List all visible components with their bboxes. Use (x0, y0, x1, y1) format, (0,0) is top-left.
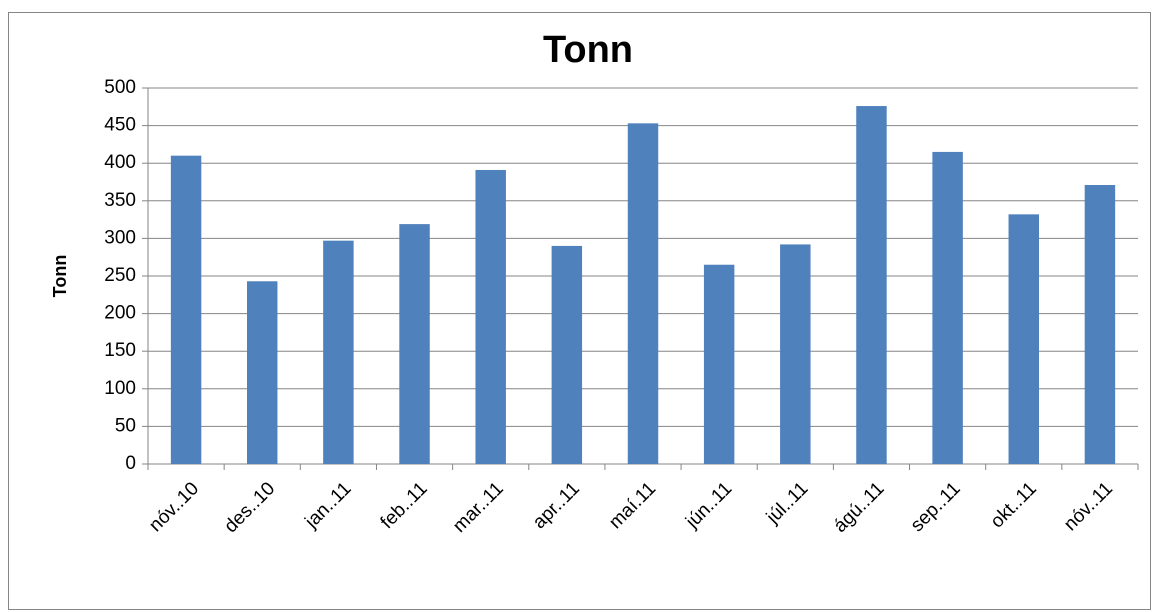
bar (399, 224, 430, 464)
y-tick-label: 400 (104, 152, 136, 173)
y-tick-label: 450 (104, 115, 136, 136)
y-tick-label: 200 (104, 303, 136, 324)
y-tick-label: 250 (104, 265, 136, 286)
bar (856, 106, 887, 464)
bar (780, 244, 811, 464)
y-tick-label: 500 (104, 77, 136, 98)
bar (1008, 214, 1039, 464)
y-tick-label: 350 (104, 190, 136, 211)
bar (323, 240, 354, 464)
bar (551, 245, 583, 464)
bar (475, 169, 506, 464)
y-tick-label: 100 (104, 378, 136, 399)
y-axis-label: Tonn (50, 255, 70, 298)
y-tick-label: 0 (125, 453, 136, 474)
bar (627, 123, 659, 465)
bar (1084, 185, 1116, 464)
bar (247, 281, 278, 464)
bar (703, 264, 735, 464)
y-tick-label: 50 (115, 415, 136, 436)
bar (932, 151, 963, 465)
chart-title: Tonn (543, 29, 633, 71)
bar (170, 155, 202, 464)
y-tick-label: 300 (104, 227, 136, 248)
y-tick-label: 150 (104, 340, 136, 361)
